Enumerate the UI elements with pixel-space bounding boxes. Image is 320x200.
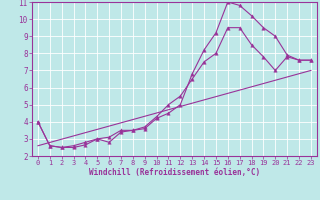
X-axis label: Windchill (Refroidissement éolien,°C): Windchill (Refroidissement éolien,°C)	[89, 168, 260, 177]
